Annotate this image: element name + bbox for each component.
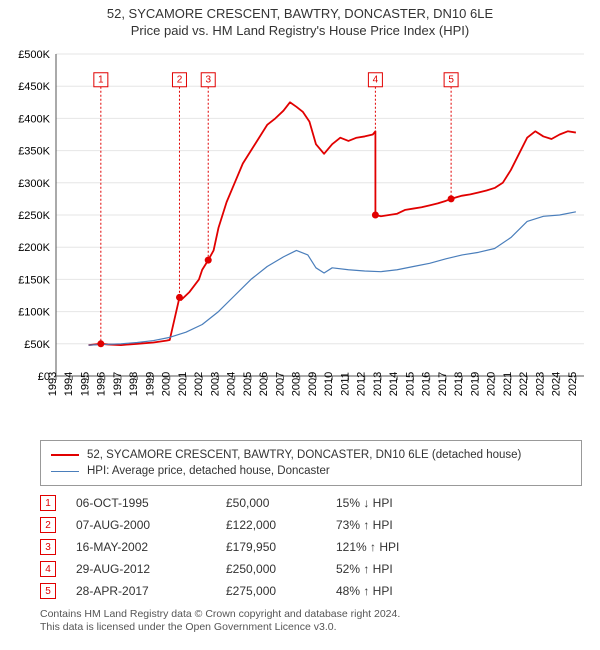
series-property (88, 102, 575, 345)
x-tick-label: 2002 (193, 372, 205, 396)
tx-price: £275,000 (226, 584, 336, 598)
x-tick-label: 2015 (404, 372, 416, 396)
tx-pct: 15% ↓ HPI (336, 496, 456, 510)
tx-marker-label: 2 (177, 74, 183, 85)
x-tick-label: 2009 (307, 372, 319, 396)
x-tick-label: 2011 (339, 372, 351, 396)
tx-marker-box: 1 (40, 495, 56, 511)
chart: £0£50K£100K£150K£200K£250K£300K£350K£400… (6, 46, 594, 432)
series-hpi (88, 212, 575, 345)
y-tick-label: £150K (18, 274, 50, 286)
x-tick-label: 1995 (79, 372, 91, 396)
x-tick-label: 2020 (486, 372, 498, 396)
x-tick-label: 2022 (518, 372, 530, 396)
tx-marker-label: 3 (205, 74, 211, 85)
legend-row: 52, SYCAMORE CRESCENT, BAWTRY, DONCASTER… (51, 447, 571, 463)
footer: Contains HM Land Registry data © Crown c… (40, 608, 560, 634)
tx-row: 1 06-OCT-1995£50,00015% ↓ HPI (40, 492, 560, 514)
x-tick-label: 1994 (63, 372, 75, 396)
page-title: 52, SYCAMORE CRESCENT, BAWTRY, DONCASTER… (0, 6, 600, 21)
x-tick-label: 2008 (291, 372, 303, 396)
x-tick-label: 2025 (567, 372, 579, 396)
x-tick-label: 2010 (323, 372, 335, 396)
x-tick-label: 1997 (112, 372, 124, 396)
x-tick-label: 2024 (551, 372, 563, 396)
tx-pct: 52% ↑ HPI (336, 562, 456, 576)
tx-pct: 48% ↑ HPI (336, 584, 456, 598)
x-tick-label: 2019 (469, 372, 481, 396)
tx-row: 3 16-MAY-2002£179,950121% ↑ HPI (40, 536, 560, 558)
legend-label: HPI: Average price, detached house, Donc… (87, 463, 330, 479)
tx-row: 5 28-APR-2017£275,00048% ↑ HPI (40, 580, 560, 602)
tx-marker-box: 5 (40, 583, 56, 599)
x-tick-label: 2007 (274, 372, 286, 396)
footer-line-2: This data is licensed under the Open Gov… (40, 621, 560, 634)
tx-date: 29-AUG-2012 (76, 562, 226, 576)
chart-svg: £0£50K£100K£150K£200K£250K£300K£350K£400… (6, 46, 594, 432)
tx-marker-label: 1 (98, 74, 104, 85)
x-tick-label: 2021 (502, 372, 514, 396)
x-tick-label: 2013 (372, 372, 384, 396)
x-tick-label: 1998 (128, 372, 140, 396)
tx-marker-label: 4 (373, 74, 379, 85)
tx-marker-box: 4 (40, 561, 56, 577)
x-tick-label: 2018 (453, 372, 465, 396)
tx-price: £50,000 (226, 496, 336, 510)
tx-date: 28-APR-2017 (76, 584, 226, 598)
transactions-table: 1 06-OCT-1995£50,00015% ↓ HPI 2 07-AUG-2000… (40, 492, 560, 602)
page-subtitle: Price paid vs. HM Land Registry's House … (0, 23, 600, 38)
x-tick-label: 2014 (388, 372, 400, 396)
x-tick-label: 2016 (421, 372, 433, 396)
legend-row: HPI: Average price, detached house, Donc… (51, 463, 571, 479)
y-tick-label: £350K (18, 146, 50, 158)
legend-swatch (51, 471, 79, 472)
x-tick-label: 2005 (242, 372, 254, 396)
tx-date: 07-AUG-2000 (76, 518, 226, 532)
x-tick-label: 2017 (437, 372, 449, 396)
tx-price: £179,950 (226, 540, 336, 554)
y-tick-label: £200K (18, 242, 50, 254)
x-tick-label: 2004 (226, 372, 238, 396)
legend-swatch (51, 454, 79, 456)
x-tick-label: 2006 (258, 372, 270, 396)
x-tick-label: 1999 (144, 372, 156, 396)
y-tick-label: £500K (18, 49, 50, 61)
x-tick-label: 2001 (177, 372, 189, 396)
title-block: 52, SYCAMORE CRESCENT, BAWTRY, DONCASTER… (0, 0, 600, 38)
y-tick-label: £300K (18, 178, 50, 190)
x-tick-label: 2023 (534, 372, 546, 396)
y-tick-label: £250K (18, 210, 50, 222)
tx-date: 16-MAY-2002 (76, 540, 226, 554)
tx-marker-box: 2 (40, 517, 56, 533)
tx-pct: 121% ↑ HPI (336, 540, 456, 554)
legend: 52, SYCAMORE CRESCENT, BAWTRY, DONCASTER… (40, 440, 582, 486)
root: { "title": "52, SYCAMORE CRESCENT, BAWTR… (0, 0, 600, 650)
tx-date: 06-OCT-1995 (76, 496, 226, 510)
tx-row: 2 07-AUG-2000£122,00073% ↑ HPI (40, 514, 560, 536)
y-tick-label: £50K (24, 339, 50, 351)
tx-price: £250,000 (226, 562, 336, 576)
x-tick-label: 2003 (209, 372, 221, 396)
tx-price: £122,000 (226, 518, 336, 532)
legend-label: 52, SYCAMORE CRESCENT, BAWTRY, DONCASTER… (87, 447, 521, 463)
x-tick-label: 1996 (96, 372, 108, 396)
tx-row: 4 29-AUG-2012£250,00052% ↑ HPI (40, 558, 560, 580)
y-tick-label: £450K (18, 81, 50, 93)
tx-marker-label: 5 (448, 74, 454, 85)
tx-pct: 73% ↑ HPI (336, 518, 456, 532)
footer-line-1: Contains HM Land Registry data © Crown c… (40, 608, 560, 621)
x-tick-label: 2000 (161, 372, 173, 396)
x-tick-label: 2012 (356, 372, 368, 396)
x-tick-label: 1993 (47, 372, 59, 396)
y-tick-label: £400K (18, 113, 50, 125)
y-tick-label: £100K (18, 307, 50, 319)
tx-marker-box: 3 (40, 539, 56, 555)
